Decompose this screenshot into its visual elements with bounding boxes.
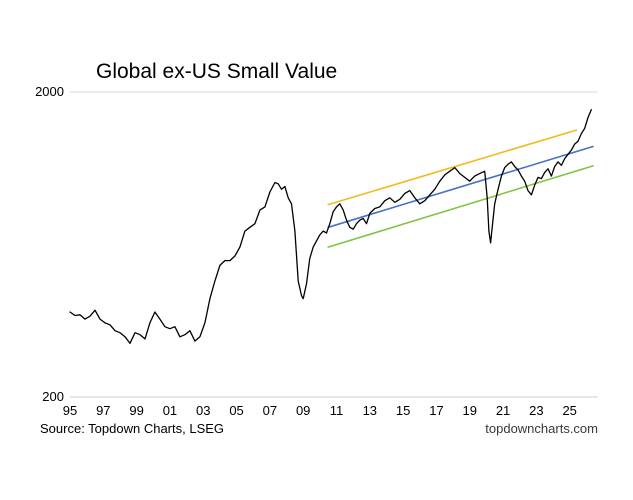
x-tick-label: 23 xyxy=(529,403,543,418)
series-line xyxy=(69,109,592,344)
x-tick-label: 15 xyxy=(396,403,410,418)
y-tick-label: 200 xyxy=(42,389,64,404)
x-tick-label: 13 xyxy=(363,403,377,418)
x-tick-label: 01 xyxy=(163,403,177,418)
x-tick-label: 25 xyxy=(562,403,576,418)
y-axis-ticks: 2000 200 xyxy=(35,84,64,404)
x-tick-label: 97 xyxy=(96,403,110,418)
x-tick-label: 95 xyxy=(63,403,77,418)
x-tick-label: 09 xyxy=(296,403,310,418)
x-tick-label: 11 xyxy=(330,403,344,418)
x-tick-label: 19 xyxy=(463,403,477,418)
trend-line xyxy=(327,165,594,248)
trend-lines xyxy=(327,129,594,248)
x-tick-label: 21 xyxy=(496,403,510,418)
y-tick-label: 2000 xyxy=(35,84,64,99)
x-tick-label: 17 xyxy=(429,403,443,418)
chart-title: Global ex-US Small Value xyxy=(96,60,337,83)
x-tick-label: 07 xyxy=(263,403,277,418)
x-tick-label: 05 xyxy=(229,403,243,418)
site-credit: topdowncharts.com xyxy=(485,421,598,436)
x-tick-label: 99 xyxy=(129,403,143,418)
trend-line xyxy=(327,145,594,229)
x-tick-label: 03 xyxy=(196,403,210,418)
source-note: Source: Topdown Charts, LSEG xyxy=(40,421,224,436)
trend-line xyxy=(327,129,578,206)
series-lines xyxy=(69,109,592,344)
x-axis-ticks: 95 97 99 01 03 05 07 09 11 13 15 17 19 21 23 25 xyxy=(63,403,577,418)
